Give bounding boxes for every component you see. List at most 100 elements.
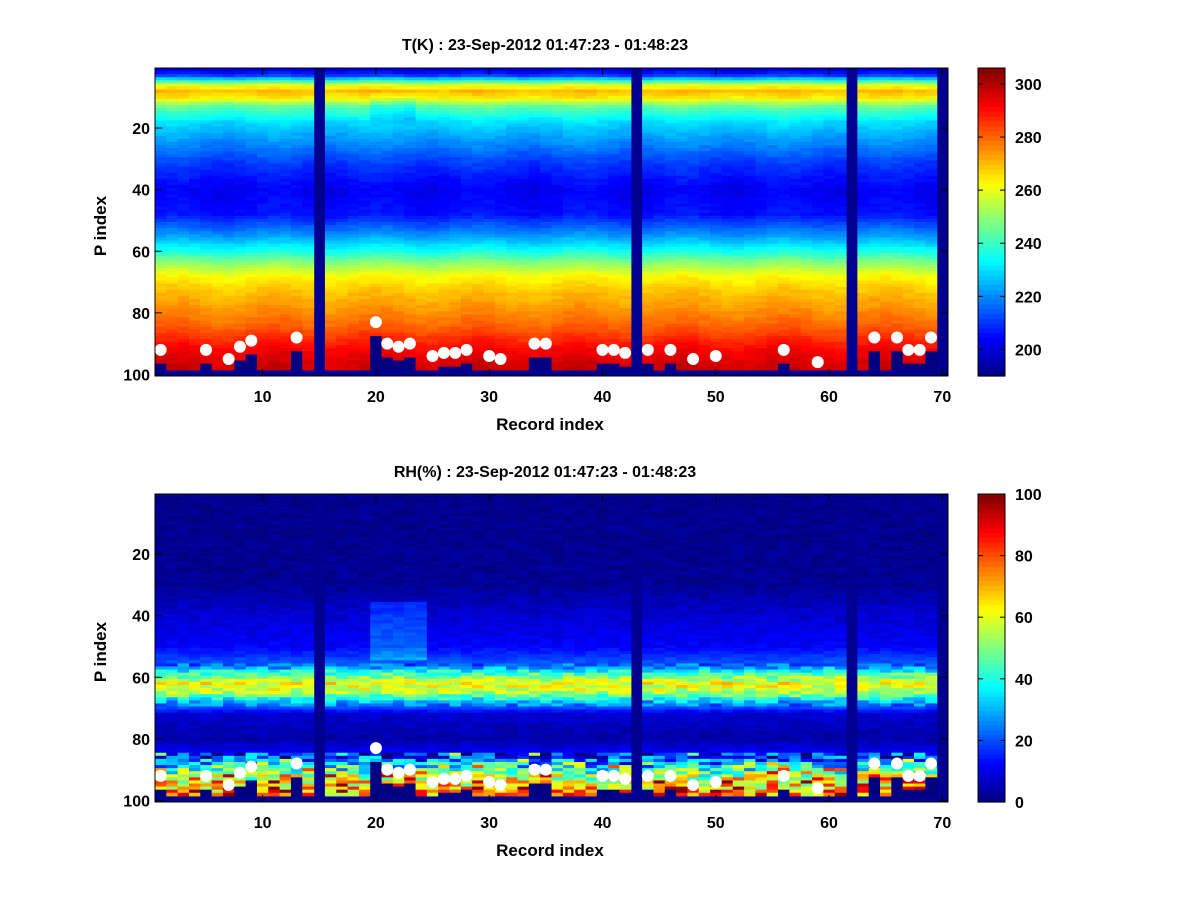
heatmap-cell [256, 197, 269, 202]
heatmap-cell [506, 274, 519, 279]
heatmap-cell [540, 255, 553, 260]
heatmap-cell [166, 228, 179, 232]
heatmap-cell [370, 305, 383, 309]
heatmap-cell [415, 138, 428, 143]
heatmap-cell [494, 283, 507, 288]
heatmap-cell [200, 108, 213, 112]
heatmap-cell [336, 299, 349, 303]
heatmap-cell [540, 71, 553, 75]
heatmap-cell [324, 345, 337, 349]
heatmap-cell [494, 135, 507, 140]
heatmap-cell [540, 197, 553, 202]
heatmap-cell [449, 74, 462, 78]
heatmap-cell [370, 237, 383, 242]
heatmap-cell [506, 154, 519, 158]
heatmap-cell [438, 243, 451, 248]
heatmap-cell [222, 265, 235, 269]
heatmap-cell [290, 172, 303, 177]
heatmap-cell [449, 111, 462, 115]
heatmap-cell [449, 175, 462, 180]
heatmap-cell [381, 218, 394, 223]
heatmap-cell [370, 354, 383, 359]
heatmap-cell [517, 101, 530, 106]
heatmap-cell [472, 354, 485, 359]
heatmap-cell [268, 225, 281, 229]
heatmap-cell [551, 151, 564, 155]
heatmap-cell [166, 111, 179, 115]
heatmap-cell [188, 218, 201, 223]
heatmap-cell [415, 160, 428, 165]
heatmap-cell [506, 258, 519, 263]
heatmap-cell [494, 345, 507, 349]
heatmap-cell [517, 172, 530, 177]
heatmap-cell [358, 200, 371, 205]
heatmap-cell [506, 188, 519, 192]
heatmap-cell [506, 354, 519, 359]
heatmap-cell [177, 117, 190, 121]
heatmap-cell [290, 92, 303, 97]
heatmap-cell [177, 332, 190, 337]
heatmap-cell [438, 123, 451, 128]
heatmap-cell [234, 185, 247, 189]
heatmap-cell [268, 345, 281, 349]
heatmap-cell [347, 345, 360, 349]
heatmap-cell [268, 120, 281, 125]
heatmap-cell [245, 360, 258, 365]
heatmap-cell [528, 366, 541, 371]
heatmap-cell [483, 215, 496, 220]
heatmap-cell [166, 326, 179, 331]
heatmap-cell [245, 145, 258, 149]
heatmap-cell [404, 123, 417, 128]
heatmap-cell [245, 68, 258, 72]
heatmap-cell [234, 302, 247, 306]
heatmap-cell [540, 246, 553, 251]
heatmap-cell [200, 222, 213, 226]
heatmap-cell [540, 151, 553, 155]
heatmap-cell [302, 145, 315, 149]
heatmap-cell [166, 108, 179, 112]
heatmap-cell [268, 148, 281, 152]
heatmap-cell [234, 169, 247, 174]
heatmap-cell [177, 200, 190, 205]
heatmap-cell [336, 123, 349, 128]
heatmap-cell [472, 120, 485, 125]
heatmap-cell [392, 145, 405, 149]
heatmap-cell [290, 274, 303, 279]
heatmap-cell [449, 234, 462, 238]
heatmap-cell [290, 181, 303, 186]
heatmap-cell [551, 169, 564, 174]
heatmap-cell [540, 240, 553, 245]
heatmap-cell [347, 92, 360, 97]
heatmap-cell [506, 209, 519, 214]
heatmap-cell [540, 203, 553, 208]
heatmap-cell [347, 148, 360, 152]
heatmap-cell [302, 132, 315, 137]
heatmap-cell [438, 148, 451, 152]
heatmap-cell [370, 145, 383, 149]
heatmap-cell [472, 92, 485, 97]
heatmap-cell [211, 225, 224, 229]
heatmap-cell [177, 277, 190, 282]
heatmap-cell [256, 169, 269, 174]
heatmap-cell [483, 98, 496, 103]
heatmap-cell [256, 255, 269, 260]
heatmap-cell [370, 175, 383, 180]
heatmap-cell [506, 363, 519, 368]
heatmap-cell [460, 92, 473, 97]
heatmap-cell [347, 222, 360, 226]
heatmap-cell [506, 329, 519, 334]
heatmap-cell [483, 83, 496, 88]
heatmap-cell [358, 280, 371, 285]
heatmap-cell [177, 181, 190, 186]
heatmap-cell [188, 117, 201, 121]
heatmap-cell [404, 160, 417, 165]
heatmap-cell [358, 302, 371, 306]
heatmap-cell [449, 145, 462, 149]
heatmap-cell [188, 194, 201, 198]
heatmap-cell [460, 135, 473, 140]
heatmap-cell [370, 255, 383, 260]
heatmap-cell [222, 283, 235, 288]
heatmap-cell [290, 157, 303, 161]
heatmap-cell [347, 354, 360, 359]
heatmap-cell [449, 262, 462, 266]
